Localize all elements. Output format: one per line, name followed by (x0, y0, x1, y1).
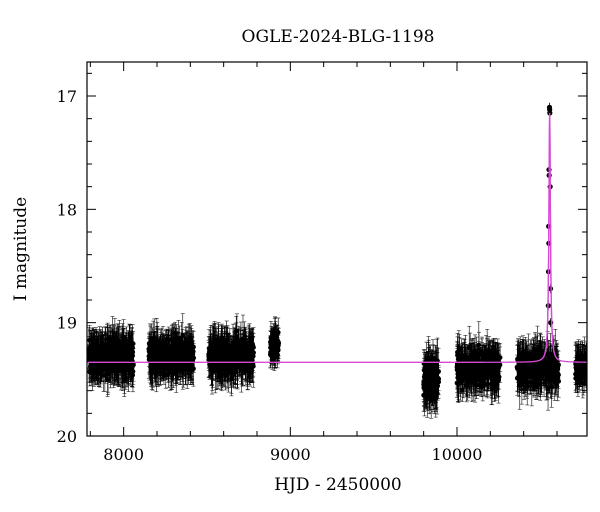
data-point (154, 369, 159, 375)
data-point (157, 352, 163, 357)
data-point (108, 356, 113, 362)
data-point (128, 364, 134, 370)
data-point (146, 353, 152, 359)
data-point (150, 363, 156, 369)
season-points (146, 313, 197, 393)
season-points (267, 316, 282, 371)
data-point (87, 352, 93, 357)
data-point (247, 348, 253, 354)
data-point (275, 342, 281, 348)
data-point (241, 348, 247, 354)
data-point (168, 360, 174, 366)
season-points (206, 313, 256, 397)
data-point (237, 351, 242, 357)
data-point (105, 377, 111, 382)
data-point (162, 350, 167, 356)
data-point (117, 353, 123, 359)
season-points (421, 336, 442, 419)
data-layer (87, 102, 587, 419)
data-point (222, 357, 228, 363)
data-point (129, 357, 135, 363)
data-point (147, 343, 153, 349)
data-point (112, 351, 118, 357)
data-point (89, 362, 95, 368)
data-point (172, 330, 178, 336)
data-point (107, 349, 113, 355)
data-point (250, 342, 256, 348)
data-point (273, 349, 278, 355)
data-point (180, 333, 186, 338)
data-point (218, 373, 224, 378)
data-point (214, 342, 220, 348)
data-point (91, 369, 97, 375)
data-point (231, 355, 237, 361)
chart-title: OGLE-2024-BLG-1198 (242, 27, 435, 47)
data-point (268, 351, 274, 357)
data-point (268, 338, 274, 344)
data-point (173, 340, 179, 346)
data-point (190, 349, 196, 354)
data-point (121, 351, 127, 357)
data-point (186, 342, 192, 348)
data-point (240, 353, 246, 359)
data-point (161, 355, 167, 361)
data-point (227, 368, 233, 373)
data-point (206, 354, 212, 360)
season-points (87, 316, 136, 397)
data-point (97, 351, 103, 356)
data-point (210, 346, 216, 351)
data-point (233, 349, 239, 355)
data-point (101, 366, 107, 371)
data-point (209, 364, 215, 369)
data-point (115, 345, 121, 350)
data-point (109, 337, 115, 343)
data-point (116, 364, 122, 370)
data-point (187, 360, 193, 366)
data-point (236, 356, 242, 362)
data-point (188, 338, 193, 344)
data-point (180, 353, 186, 359)
data-point (172, 354, 178, 360)
data-point (214, 350, 220, 356)
data-point (271, 354, 277, 360)
